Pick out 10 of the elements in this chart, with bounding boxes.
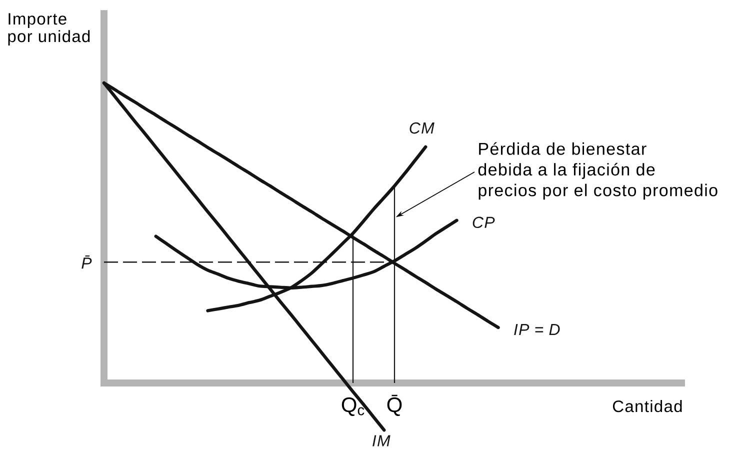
- y-axis-title: Importe por unidad: [8, 13, 90, 46]
- annotation: Pérdida de bienestar debida a la fijación de precios por el costo promedio: [478, 142, 718, 200]
- x-tick-label: Q̄: [387, 394, 402, 416]
- series-label: IM: [372, 435, 390, 446]
- x-axis-title: Cantidad: [612, 400, 682, 412]
- series-label: CM: [410, 122, 434, 134]
- series-label: CP: [472, 216, 495, 228]
- series-label: P̄: [82, 256, 92, 269]
- x-tick-label: Q$_{c}$: [342, 397, 364, 416]
- series-label: IP = D: [514, 324, 560, 336]
